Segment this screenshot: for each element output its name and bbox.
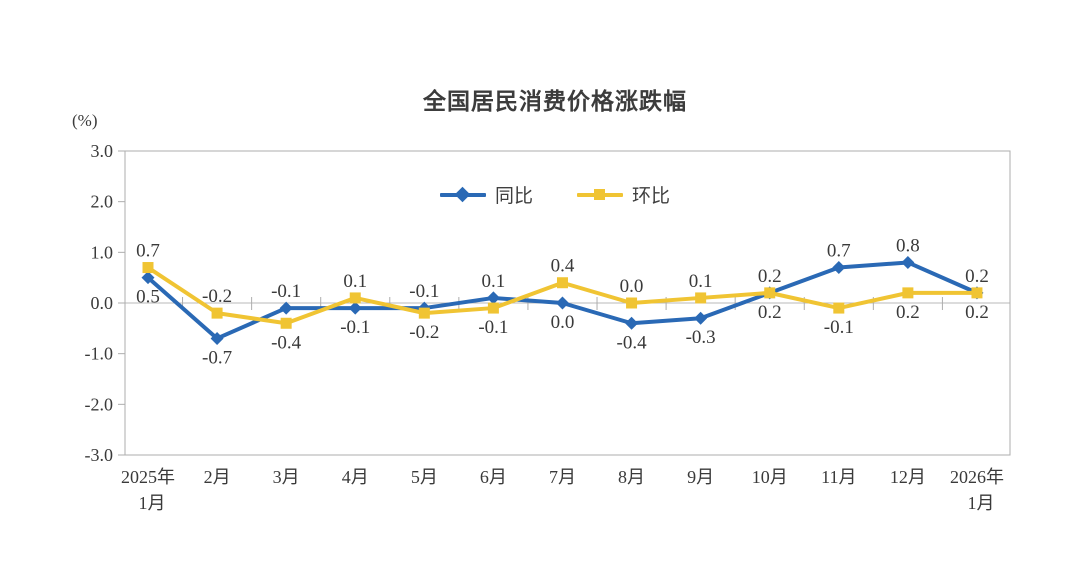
data-point-label: 0.1: [689, 271, 713, 292]
data-point-label: 0.4: [551, 256, 575, 277]
x-tick-label: 11月: [821, 467, 856, 487]
x-tick-label: 6月: [480, 467, 507, 487]
data-point-marker: [279, 301, 293, 315]
data-point-label: 0.7: [136, 241, 160, 262]
series-yoy-marker-icon: [439, 186, 486, 203]
x-tick-label: 5月: [411, 467, 438, 487]
data-point-marker: [142, 262, 154, 274]
data-point-marker: [210, 331, 224, 345]
data-point-marker: [694, 311, 708, 325]
legend: 同比 环比: [30, 181, 1080, 208]
data-point-label: -0.7: [202, 347, 232, 368]
data-point-marker: [833, 302, 845, 314]
y-axis-unit-label: (%): [72, 111, 98, 130]
y-tick-label: -2.0: [85, 394, 114, 414]
x-tick-label: 2026年: [950, 467, 1004, 487]
data-point-label: 0.2: [758, 266, 782, 287]
data-point-label: -0.1: [340, 317, 370, 338]
y-tick-label: 2.0: [91, 192, 114, 212]
data-point-marker: [349, 292, 361, 304]
data-point-label: -0.4: [617, 332, 648, 353]
x-tick-label: 2月: [204, 467, 231, 487]
data-point-label: 0.2: [965, 266, 989, 287]
data-point-label: -0.2: [409, 322, 439, 343]
square-marker-icon: [594, 189, 605, 200]
x-tick-label: 1月: [967, 493, 994, 513]
data-point-label: 0.0: [620, 276, 644, 297]
y-tick-label: 3.0: [91, 141, 114, 161]
legend-item-yoy: 同比: [439, 181, 533, 208]
x-tick-label: 2025年: [121, 467, 175, 487]
data-point-label: 0.7: [827, 241, 851, 262]
x-tick-label: 12月: [890, 467, 926, 487]
chart-title: 全国居民消费价格涨跌幅: [423, 88, 687, 114]
data-point-marker: [901, 255, 915, 269]
data-point-marker: [280, 317, 292, 329]
data-point-label: -0.2: [202, 286, 232, 307]
x-tick-label: 4月: [342, 467, 369, 487]
data-point-marker: [625, 316, 639, 330]
data-point-marker: [626, 297, 638, 309]
data-point-label: 0.2: [758, 302, 782, 323]
data-point-label: -0.1: [409, 281, 439, 302]
data-point-marker: [487, 302, 499, 314]
data-point-marker: [695, 292, 707, 304]
data-point-label: -0.1: [824, 317, 854, 338]
x-tick-label: 10月: [752, 467, 788, 487]
legend-item-mom: 环比: [577, 181, 670, 208]
x-tick-label: 9月: [687, 467, 714, 487]
data-point-label: 0.2: [896, 302, 920, 323]
data-point-label: -0.1: [478, 317, 508, 338]
data-point-label: 0.2: [965, 302, 989, 323]
data-point-marker: [902, 287, 914, 299]
legend-label-yoy: 同比: [494, 186, 533, 207]
legend-label-mom: 环比: [632, 186, 671, 207]
data-point-label: 0.0: [551, 312, 575, 333]
data-point-marker: [486, 291, 500, 305]
x-tick-label: 3月: [273, 467, 300, 487]
data-point-label: -0.3: [686, 327, 716, 348]
x-tick-label: 8月: [618, 467, 645, 487]
data-point-label: 0.8: [896, 235, 920, 256]
x-tick-label: 7月: [549, 467, 576, 487]
data-point-marker: [555, 296, 569, 310]
data-point-marker: [348, 301, 362, 315]
data-point-label: -0.4: [271, 332, 302, 353]
data-point-marker: [141, 271, 155, 285]
x-tick-label: 1月: [139, 493, 166, 513]
data-point-label: 0.1: [343, 271, 367, 292]
data-point-label: 0.1: [482, 271, 506, 292]
y-tick-label: 1.0: [91, 242, 114, 262]
data-point-marker: [832, 261, 846, 275]
data-point-marker: [556, 277, 568, 289]
data-point-marker: [418, 307, 430, 319]
data-point-marker: [211, 307, 223, 319]
y-tick-label: -3.0: [85, 445, 114, 465]
y-tick-label: -1.0: [85, 344, 114, 364]
data-point-label: 0.5: [136, 287, 160, 308]
data-point-label: -0.1: [271, 281, 301, 302]
data-point-marker: [971, 287, 983, 299]
data-point-marker: [764, 287, 776, 299]
y-tick-label: 0.0: [91, 293, 114, 313]
series-mom-marker-icon: [577, 188, 623, 201]
